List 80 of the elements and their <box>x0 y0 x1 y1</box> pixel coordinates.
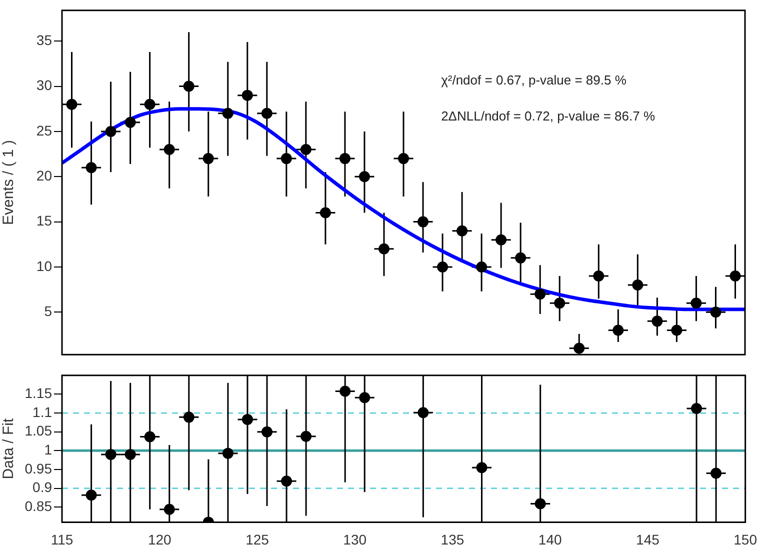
point <box>632 280 644 291</box>
point <box>144 431 156 442</box>
point <box>691 403 702 414</box>
x-tick-label: 135 <box>440 531 464 548</box>
point <box>612 324 624 336</box>
point <box>437 261 448 272</box>
point <box>593 270 604 282</box>
point <box>534 498 546 510</box>
point <box>340 386 351 397</box>
point <box>476 261 488 272</box>
y-tick-label: 1 <box>44 442 52 458</box>
y-tick-label: 0.95 <box>24 460 52 476</box>
point <box>554 298 566 309</box>
point <box>574 342 585 354</box>
x-tick-label: 115 <box>50 531 74 548</box>
point <box>183 80 194 92</box>
point <box>456 225 468 236</box>
y-tick-label: 15 <box>36 212 52 229</box>
line-series <box>62 107 745 312</box>
x-tick-label: 125 <box>246 531 270 548</box>
point <box>671 324 682 336</box>
point <box>242 414 253 425</box>
point <box>222 108 234 119</box>
y-tick-label: 30 <box>36 77 52 94</box>
x-tick-label: 130 <box>343 531 367 548</box>
point <box>164 504 175 515</box>
x-tick-label: 145 <box>636 531 660 548</box>
annotation: χ²/ndof = 0.67, p-value = 89.5 % <box>441 72 627 88</box>
point <box>124 448 136 460</box>
point <box>320 207 331 218</box>
y-tick-label: 25 <box>36 122 52 138</box>
point <box>534 288 546 300</box>
point <box>378 243 390 254</box>
point <box>261 108 272 119</box>
point <box>144 98 156 110</box>
point <box>66 98 78 110</box>
y-tick-label: 0.9 <box>32 479 52 496</box>
y-tick-label: 1.1 <box>32 404 52 420</box>
point <box>358 171 370 182</box>
point <box>710 306 722 318</box>
y-tick-label: 5 <box>44 303 52 319</box>
point <box>418 407 429 418</box>
y-axis-title: Events / ( 1 ) <box>0 140 18 226</box>
point <box>164 144 175 156</box>
point <box>281 476 292 487</box>
annotation: 2ΔNLL/ndof = 0.72, p-value = 86.7 % <box>441 108 656 124</box>
point <box>242 90 253 101</box>
y-tick-label: 10 <box>36 258 52 274</box>
point <box>280 153 292 164</box>
point <box>476 462 488 474</box>
point <box>339 153 350 164</box>
point <box>86 162 97 174</box>
y-tick-label: 1.05 <box>24 422 52 439</box>
y-tick-label: 20 <box>36 167 52 184</box>
point <box>418 216 429 228</box>
point <box>261 426 272 438</box>
y-tick-label: 35 <box>36 32 52 48</box>
point <box>730 270 741 282</box>
x-tick-label: 120 <box>148 531 172 548</box>
point <box>86 490 97 501</box>
x-tick-label: 140 <box>538 531 562 548</box>
point <box>202 153 214 164</box>
point <box>652 316 663 327</box>
point <box>710 468 722 479</box>
point <box>222 448 234 459</box>
point <box>398 153 409 164</box>
point <box>496 234 507 246</box>
y-axis-title: Data / Fit <box>0 418 18 480</box>
y-tick-label: 1.15 <box>24 385 52 402</box>
point <box>105 448 116 460</box>
point <box>183 412 194 423</box>
point <box>300 144 312 156</box>
point <box>124 116 136 128</box>
point <box>300 430 312 442</box>
point <box>359 392 370 404</box>
point <box>105 126 116 137</box>
point <box>690 298 702 309</box>
point <box>515 252 526 264</box>
x-tick-label: 150 <box>734 531 758 548</box>
y-tick-label: 0.85 <box>24 498 52 514</box>
